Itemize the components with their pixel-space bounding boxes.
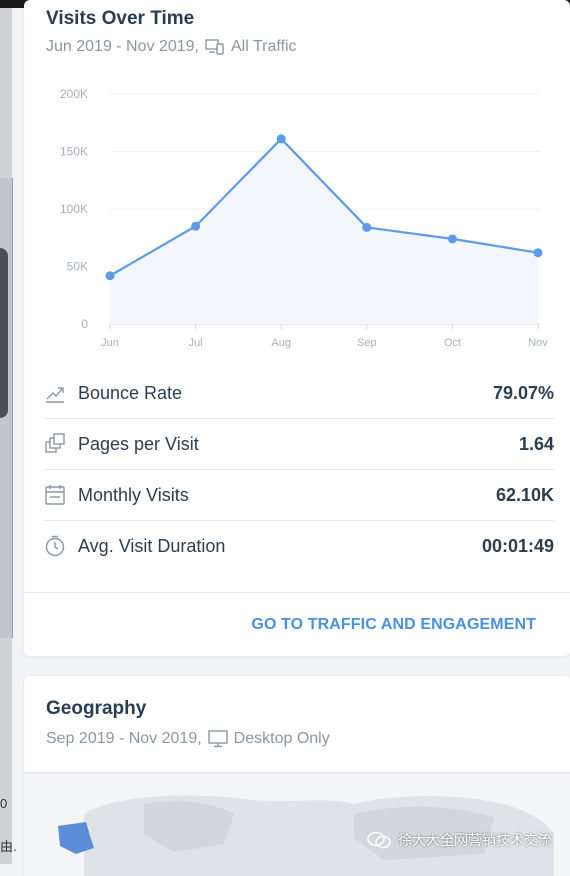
x-tick-label: Jun [101, 337, 119, 349]
desktop-icon [207, 730, 228, 748]
metric-label: Bounce Rate [78, 382, 183, 403]
data-point [533, 248, 543, 258]
metric-value: 00:01:49 [481, 535, 554, 556]
device-filter: Desktop Only [233, 730, 330, 747]
y-tick-label: 200K [60, 87, 88, 101]
data-point [105, 271, 115, 281]
world-map-graphic [58, 795, 554, 876]
metric-label: Avg. Visit Duration [78, 535, 226, 556]
metric-value: 1.64 [518, 433, 554, 454]
data-point [276, 134, 286, 144]
data-point [191, 221, 201, 231]
geography-date-range: Sep 2019 - Nov 2019, [46, 730, 202, 747]
visits-card: Visits Over Time Jun 2019 - Nov 2019, Al… [24, 0, 570, 656]
wechat-icon [367, 831, 391, 849]
metric-value: 62.10K [495, 484, 554, 505]
x-tick-label: Jul [189, 337, 203, 349]
geography-subtitle: Sep 2019 - Nov 2019, Desktop Only [46, 730, 330, 748]
traffic-filter: All Traffic [231, 38, 297, 55]
x-tick-label: Sep [357, 337, 377, 349]
visits-chart: 0 50K 100K 150K 200K Jun Jul Aug Sep Oct Nov [60, 87, 548, 349]
edge-char-2: 由. [0, 839, 17, 854]
card-divider [24, 592, 570, 593]
bounce-rate-icon [46, 387, 64, 403]
y-tick-label: 50K [67, 260, 88, 274]
y-tick-label: 100K [60, 202, 88, 216]
metric-row-pages-per-visit: Pages per Visit 1.64 [44, 419, 554, 470]
series-area [110, 138, 538, 324]
watermark-text: 徐大大全网营销技术交流 [398, 832, 552, 848]
metric-row-bounce-rate: Bounce Rate 79.07% [44, 368, 554, 419]
geography-card: Geography Sep 2019 - Nov 2019, Desktop O… [24, 676, 570, 876]
visits-date-range: Jun 2019 - Nov 2019, [46, 38, 199, 55]
edge-char-1: 0 [0, 796, 8, 811]
data-point [447, 234, 457, 244]
stopwatch-icon [45, 535, 65, 557]
calendar-icon [45, 485, 65, 505]
data-point [362, 222, 372, 232]
all-traffic-icon [205, 39, 224, 55]
pages-per-visit-icon [45, 433, 65, 453]
x-tick-label: Oct [444, 337, 461, 349]
y-tick-label: 150K [60, 145, 88, 159]
x-tick-label: Aug [271, 337, 291, 349]
metric-label: Monthly Visits [78, 484, 189, 505]
watermark: 徐大大全网营销技术交流 [366, 830, 552, 850]
metrics-list: Bounce Rate 79.07% Pages per Visit 1.64 … [44, 368, 554, 571]
y-tick-label: 0 [81, 317, 88, 331]
metric-value: 79.07% [492, 382, 554, 403]
go-to-traffic-engagement-link[interactable]: GO TO TRAFFIC AND ENGAGEMENT [251, 616, 536, 633]
geography-title: Geography [46, 698, 147, 719]
metric-label: Pages per Visit [78, 433, 199, 454]
metric-row-monthly-visits: Monthly Visits 62.10K [44, 470, 554, 521]
visits-title: Visits Over Time [46, 8, 195, 29]
visits-subtitle: Jun 2019 - Nov 2019, All Traffic [46, 38, 297, 56]
world-map[interactable] [24, 774, 570, 876]
background-window-strip [0, 8, 13, 864]
map-highlight-region[interactable] [58, 822, 94, 854]
x-tick-label: Nov [528, 337, 548, 349]
card-divider [24, 772, 570, 774]
metric-row-avg-visit-duration: Avg. Visit Duration 00:01:49 [44, 521, 554, 571]
series-line [109, 137, 539, 277]
